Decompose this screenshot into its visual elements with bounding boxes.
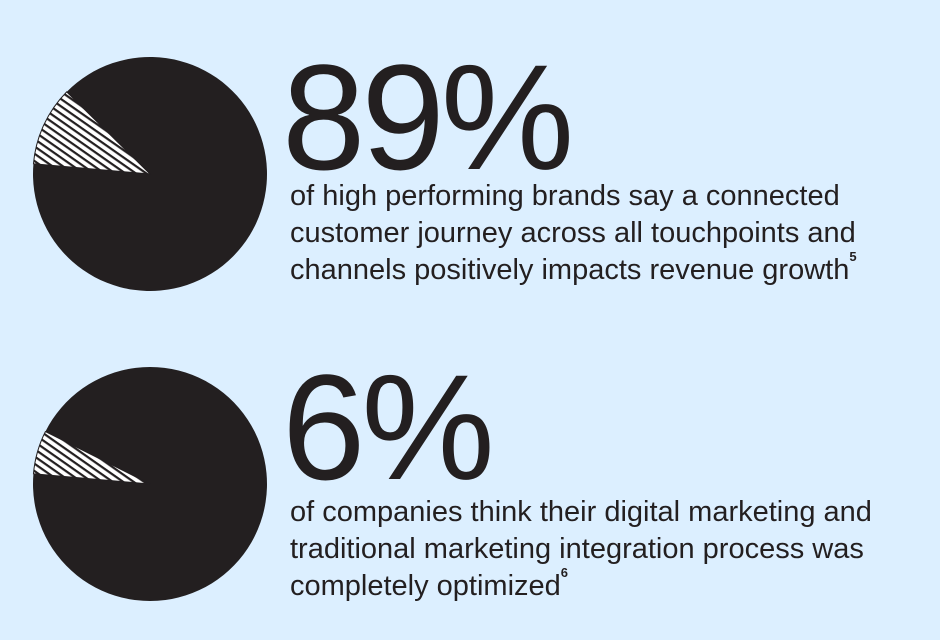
footnote-marker-2: 6 bbox=[560, 565, 569, 580]
pie-chart-2 bbox=[32, 367, 268, 601]
stat-caption-text-1: of high performing brands say a connecte… bbox=[290, 180, 856, 286]
stat-headline-1: 89% bbox=[282, 33, 574, 201]
stat-caption-text-2: of companies think their digital marketi… bbox=[290, 496, 872, 602]
pie-slice-hatched bbox=[32, 430, 151, 485]
footnote-marker-1: 5 bbox=[849, 249, 857, 264]
pie-chart-1 bbox=[32, 56, 267, 291]
stat-block-2: 6% of companies think their digital mark… bbox=[0, 310, 940, 630]
stat-headline-2: 6% bbox=[282, 343, 495, 511]
stat-caption-2: of companies think their digital marketi… bbox=[290, 494, 930, 605]
stat-caption-1: of high performing brands say a connecte… bbox=[290, 178, 930, 289]
pie-slice-hatched bbox=[32, 91, 152, 175]
stat-block-1: 89% of high performing brands say a conn… bbox=[32, 33, 930, 291]
